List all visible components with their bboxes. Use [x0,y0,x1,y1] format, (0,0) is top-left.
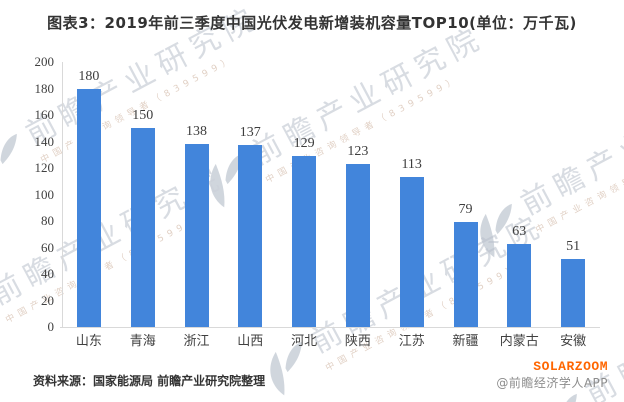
x-tick-label: 新疆 [452,334,479,349]
bar-value-label: 180 [78,68,100,84]
y-tick-label: 120 [34,160,55,175]
y-tick-label: 0 [47,319,55,334]
bar-value-label: 123 [347,144,369,160]
solarzoom-logo: SOLARZOOM [533,359,608,374]
bar-value-label: 63 [512,223,527,239]
x-tick-label: 青海 [129,334,156,349]
y-tick-label: 20 [41,292,54,308]
x-tick-label: 浙江 [183,334,210,349]
bar [238,145,263,327]
x-tick-label: 山东 [75,334,102,349]
y-tick-label: 80 [41,213,54,228]
y-axis-line [62,62,63,327]
y-tick-label: 140 [34,133,55,149]
y-tick-label: 200 [34,54,55,69]
bar-value-label: 129 [293,136,315,152]
x-tick-label: 内蒙古 [499,334,539,349]
source-note: 资料来源：国家能源局 前瞻产业研究院整理 [33,374,266,388]
bar [292,156,317,327]
qianzhan-app-credit: @前瞻经济学人APP [496,376,608,390]
y-tick-label: 100 [34,186,55,202]
y-tick-label: 180 [34,80,55,96]
bar-value-label: 79 [458,202,473,218]
bar-value-label: 51 [566,239,581,255]
chart-title: 图表3：2019年前三季度中国光伏发电新增装机容量TOP10(单位：万千瓦) [47,14,577,32]
bar [453,222,478,327]
x-tick-label: 江苏 [398,334,425,349]
y-tick-label: 160 [34,107,55,122]
x-tick-label: 安徽 [560,334,587,349]
x-tick-label: 山西 [237,334,264,349]
bar [345,164,370,327]
bar-value-label: 138 [185,124,207,140]
bar-value-label: 150 [132,108,154,124]
bar-value-label: 137 [239,125,261,141]
bar [184,144,209,327]
x-axis-line [60,327,600,328]
bar [399,177,424,327]
x-tick-label: 河北 [291,334,318,349]
y-tick-label: 40 [41,266,54,281]
bar-value-label: 113 [401,157,422,173]
bar [561,259,586,327]
y-tick-label: 60 [41,239,54,255]
bar [507,243,532,327]
x-tick-label: 陕西 [344,334,371,349]
bar [130,128,155,327]
bar [76,88,101,327]
